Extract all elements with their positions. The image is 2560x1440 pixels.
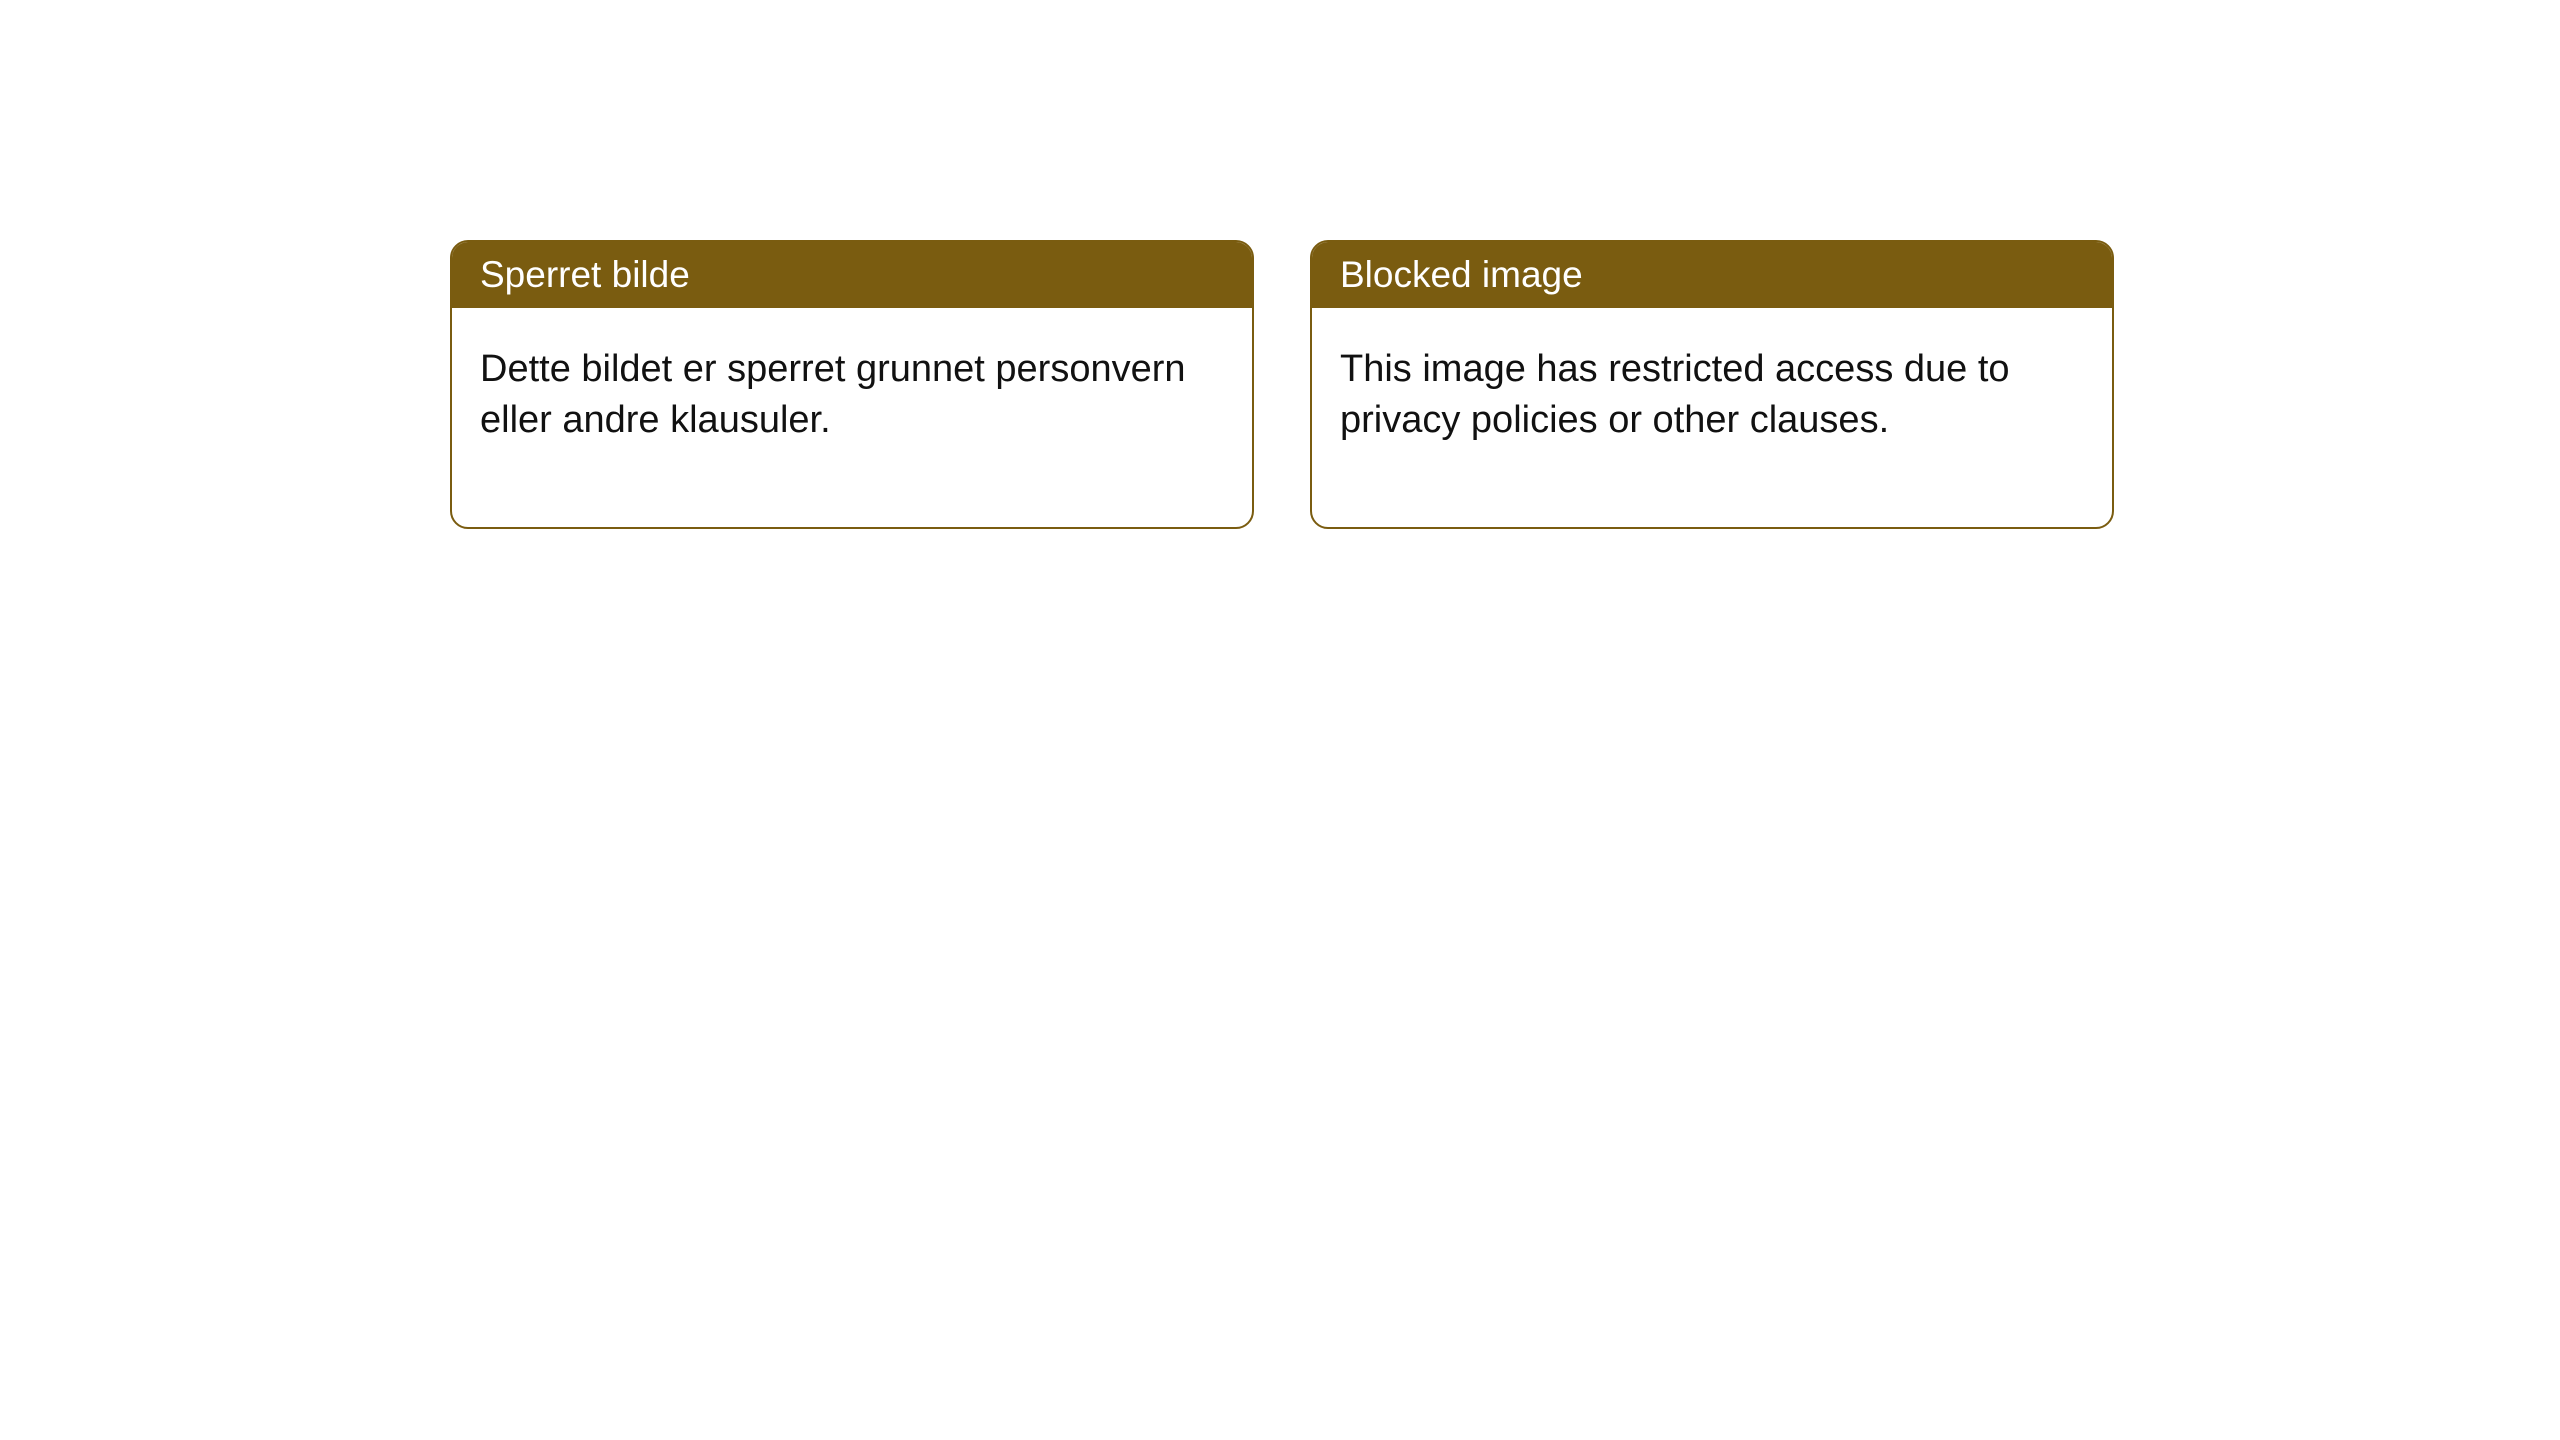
notice-body: This image has restricted access due to … xyxy=(1312,308,2112,527)
notice-body: Dette bildet er sperret grunnet personve… xyxy=(452,308,1252,527)
notice-container: Sperret bilde Dette bildet er sperret gr… xyxy=(450,240,2560,529)
notice-body-text: Dette bildet er sperret grunnet personve… xyxy=(480,348,1186,441)
notice-card-english: Blocked image This image has restricted … xyxy=(1310,240,2114,529)
notice-title: Sperret bilde xyxy=(480,254,690,295)
notice-header: Blocked image xyxy=(1312,242,2112,308)
notice-title: Blocked image xyxy=(1340,254,1583,295)
notice-header: Sperret bilde xyxy=(452,242,1252,308)
notice-card-norwegian: Sperret bilde Dette bildet er sperret gr… xyxy=(450,240,1254,529)
notice-body-text: This image has restricted access due to … xyxy=(1340,348,2010,441)
